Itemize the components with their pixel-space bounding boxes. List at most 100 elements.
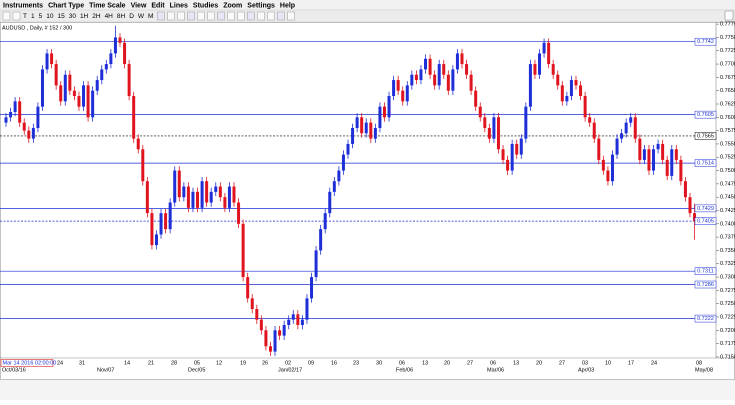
menu-item[interactable]: Time Scale bbox=[89, 2, 126, 9]
timeframe-button[interactable]: 5 bbox=[39, 13, 43, 20]
toolbar-button[interactable] bbox=[277, 11, 285, 21]
window-button[interactable] bbox=[724, 10, 734, 21]
candle-body bbox=[54, 64, 58, 86]
x-tick-label: 21 bbox=[148, 360, 154, 366]
menu-item[interactable]: Studies bbox=[193, 2, 218, 9]
toolbar-button[interactable] bbox=[177, 11, 185, 21]
candle-body bbox=[496, 117, 500, 150]
y-tick-label: 0.7475 bbox=[720, 181, 735, 187]
price-line-label: 0.7405 bbox=[697, 219, 714, 225]
candle-body bbox=[95, 80, 99, 91]
toolbar-button[interactable] bbox=[207, 11, 215, 21]
candle-body bbox=[278, 330, 282, 336]
timeframe-button[interactable]: W bbox=[138, 13, 145, 20]
candle-body bbox=[674, 149, 678, 160]
toolbar-button[interactable] bbox=[12, 11, 21, 21]
menu-bar bbox=[0, 0, 735, 10]
candle-body bbox=[154, 234, 158, 246]
toolbar-button[interactable] bbox=[167, 11, 175, 21]
timeframe-button[interactable]: 4H bbox=[105, 13, 114, 20]
level-line-label: 0.7429 bbox=[697, 206, 714, 212]
timeframe-button[interactable]: D bbox=[129, 13, 134, 20]
menu-item[interactable]: Instruments bbox=[3, 2, 43, 9]
cursor-line-label-box bbox=[694, 132, 717, 140]
cursor-line-label: 0.7565 bbox=[697, 133, 714, 139]
candle-body bbox=[460, 53, 464, 65]
candle-body bbox=[620, 133, 624, 139]
timeframe-button[interactable]: 2H bbox=[92, 13, 101, 20]
candle-body bbox=[287, 319, 291, 325]
candle-body bbox=[186, 186, 190, 208]
candle-body bbox=[533, 64, 537, 75]
candle-body bbox=[323, 213, 327, 230]
x-tick-label: 14 bbox=[124, 360, 130, 366]
timeframe-button[interactable]: 15 bbox=[57, 13, 65, 20]
candle-body bbox=[652, 149, 656, 171]
x-tick-label: 19 bbox=[240, 360, 246, 366]
timeframe-button[interactable]: 30 bbox=[69, 13, 77, 20]
candle-body bbox=[560, 85, 564, 102]
toolbar-button[interactable] bbox=[237, 11, 245, 21]
candle-body bbox=[200, 181, 204, 208]
candle-body bbox=[538, 53, 542, 75]
candle-body bbox=[82, 85, 86, 107]
candle-body bbox=[396, 80, 400, 91]
candle-body bbox=[296, 314, 300, 325]
toolbar-button[interactable] bbox=[187, 11, 195, 21]
candle-body bbox=[246, 277, 250, 299]
timeframe-button[interactable]: 1 bbox=[31, 13, 35, 20]
candle-body bbox=[118, 37, 122, 43]
candle-body bbox=[136, 138, 140, 150]
x-tick-label: 20 bbox=[536, 360, 542, 366]
candle-body bbox=[123, 42, 127, 65]
candle-body bbox=[569, 80, 573, 97]
timeframe-button[interactable]: M bbox=[148, 13, 153, 20]
candle-body bbox=[446, 74, 450, 91]
y-tick-label: 0.7775 bbox=[720, 22, 735, 28]
menu-item[interactable]: Help bbox=[280, 2, 295, 9]
candle-body bbox=[13, 101, 17, 112]
toolbar-button[interactable] bbox=[227, 11, 235, 21]
menu-item[interactable]: Chart Type bbox=[48, 2, 84, 9]
toolbar-button[interactable] bbox=[217, 11, 225, 21]
y-tick-label: 0.7525 bbox=[720, 155, 735, 161]
level-line-label: 0.7742 bbox=[697, 39, 714, 45]
timeframe-button[interactable]: 1H bbox=[80, 13, 89, 20]
y-tick-label: 0.7175 bbox=[720, 341, 735, 347]
level-line-label-box bbox=[694, 267, 717, 275]
timeframe-button[interactable]: 10 bbox=[46, 13, 54, 20]
toolbar-button[interactable] bbox=[257, 11, 265, 21]
menu-item[interactable]: View bbox=[131, 2, 147, 9]
toolbar-button[interactable] bbox=[2, 11, 11, 21]
x-month-label: Apr/03 bbox=[578, 367, 594, 373]
menu-item[interactable]: Zoom bbox=[223, 2, 242, 9]
toolbar-button[interactable] bbox=[197, 11, 205, 21]
candle-body bbox=[437, 64, 441, 86]
candle-body bbox=[337, 170, 341, 182]
toolbar-button[interactable] bbox=[267, 11, 275, 21]
level-line-label-box bbox=[694, 314, 717, 323]
candle-body bbox=[141, 149, 145, 182]
candle-body bbox=[401, 90, 405, 102]
y-tick-label: 0.7575 bbox=[720, 128, 735, 134]
candle-body bbox=[369, 122, 373, 139]
timeframe-button[interactable]: T bbox=[23, 13, 27, 20]
menu-item[interactable]: Edit bbox=[151, 2, 165, 9]
toolbar-button[interactable] bbox=[287, 11, 295, 21]
level-line-label: 0.7222 bbox=[697, 316, 714, 322]
candle-body bbox=[565, 96, 569, 102]
toolbar-button[interactable] bbox=[247, 11, 255, 21]
candle-body bbox=[109, 53, 113, 65]
candle-body bbox=[196, 191, 200, 208]
candle-body bbox=[592, 122, 596, 139]
candle-body bbox=[86, 85, 90, 118]
timeframe-button[interactable]: 8H bbox=[117, 13, 126, 20]
candle-body bbox=[264, 330, 268, 347]
menu-item[interactable]: Lines bbox=[170, 2, 188, 9]
menu-item[interactable]: Settings bbox=[247, 2, 275, 9]
toolbar-button[interactable] bbox=[157, 11, 165, 21]
candle-body bbox=[332, 181, 336, 192]
level-line-label-box bbox=[694, 280, 717, 289]
